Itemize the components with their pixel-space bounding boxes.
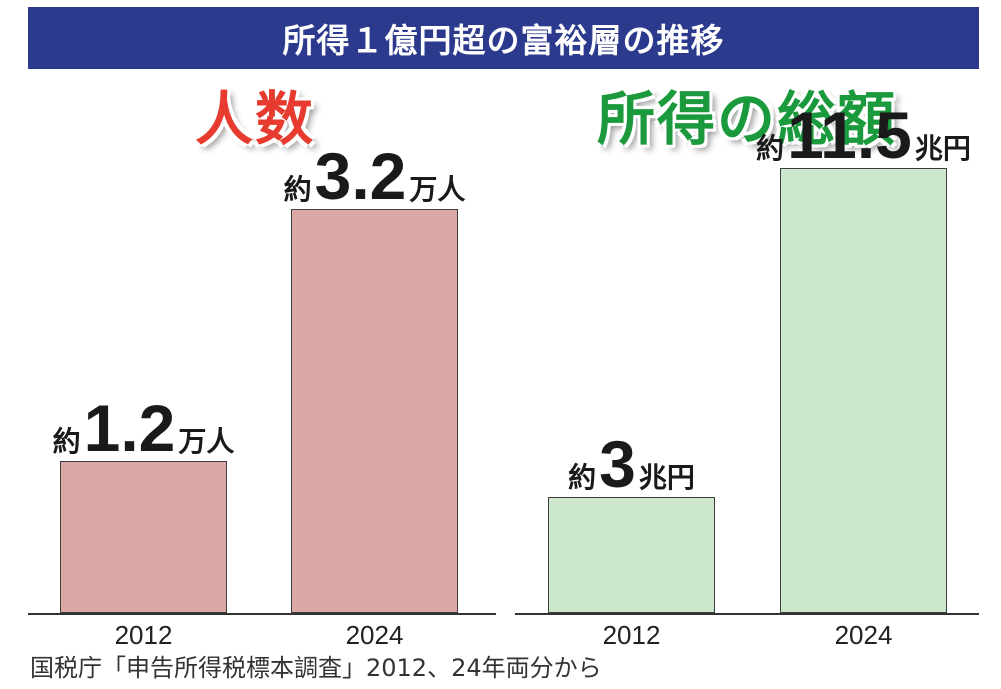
income-tick-label: 2012 xyxy=(602,620,661,650)
income-data-label: 約11.5 兆円 xyxy=(704,102,1001,168)
income-data-label-unit: 兆円 xyxy=(914,132,971,165)
income-data-label-unit: 兆円 xyxy=(638,461,695,494)
people-chart-baseline xyxy=(28,613,496,615)
people-chart-title: 人数 xyxy=(195,85,316,153)
people-data-label-prefix: 約 xyxy=(52,425,81,458)
people-bar-2024 xyxy=(291,209,458,613)
people-data-label-prefix: 約 xyxy=(283,173,312,206)
income-data-label-number: 11.5 xyxy=(787,98,912,172)
people-data-label-unit: 万人 xyxy=(178,425,235,458)
people-data-label: 約3.2 万人 xyxy=(215,143,535,209)
people-data-label-number: 3.2 xyxy=(314,139,407,213)
income-bar-2012 xyxy=(548,497,715,613)
people-data-label-unit: 万人 xyxy=(409,173,466,206)
income-data-label-number: 3 xyxy=(599,427,636,501)
income-tick-label: 2024 xyxy=(834,620,893,650)
people-bar-2012 xyxy=(60,461,227,613)
people-data-label-number: 1.2 xyxy=(83,391,176,465)
source-note: 国税庁「申告所得税標本調査」2012、24年両分から xyxy=(30,654,602,682)
chart-banner-title: 所得１億円超の富裕層の推移 xyxy=(28,7,979,69)
income-chart-title: 所得の総額 xyxy=(597,85,898,153)
income-bar-2024 xyxy=(780,168,947,613)
income-data-label: 約3 兆円 xyxy=(472,431,792,497)
people-data-label: 約1.2 万人 xyxy=(0,395,304,461)
people-tick-label: 2012 xyxy=(114,620,173,650)
people-tick-label: 2024 xyxy=(345,620,404,650)
income-data-label-prefix: 約 xyxy=(568,461,597,494)
income-chart-baseline xyxy=(515,613,979,615)
income-data-label-prefix: 約 xyxy=(756,132,785,165)
